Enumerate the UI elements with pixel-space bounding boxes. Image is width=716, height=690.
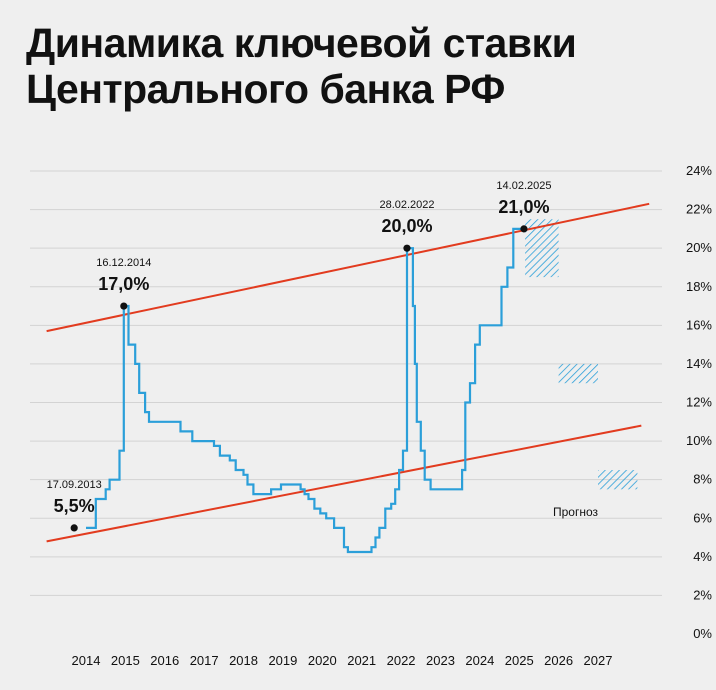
y-tick-label: 20%: [686, 240, 712, 255]
key-rate-line: [86, 227, 524, 554]
y-tick-label: 14%: [686, 356, 712, 371]
annotation-value: 5,5%: [54, 496, 95, 516]
y-tick-label: 0%: [693, 626, 712, 641]
x-tick-label: 2016: [150, 653, 179, 668]
y-tick-label: 6%: [693, 510, 712, 525]
annotation-value: 17,0%: [98, 274, 149, 294]
y-tick-label: 2%: [693, 587, 712, 602]
chart-title: Динамика ключевой ставки Центрального ба…: [26, 20, 666, 112]
annotation-point: [403, 244, 411, 252]
y-tick-label: 22%: [686, 202, 712, 217]
annotation-point: [70, 524, 78, 532]
y-axis-labels: 0% 2% 4% 6% 8% 10% 12% 14% 16% 18% 20% 22% 24%: [686, 163, 712, 641]
annotation-date: 16.12.2014: [96, 257, 151, 269]
y-tick-label: 16%: [686, 317, 712, 332]
trend-lines: [46, 202, 650, 543]
forecast-ranges: [525, 219, 638, 490]
x-tick-label: 2023: [426, 653, 455, 668]
annotation-point: [120, 302, 128, 310]
forecast-range: [525, 219, 559, 278]
x-tick-label: 2027: [584, 653, 613, 668]
x-tick-label: 2017: [190, 653, 219, 668]
trend-line: [46, 424, 642, 543]
x-tick-label: 2020: [308, 653, 337, 668]
annotation-date: 17.09.2013: [47, 479, 102, 491]
y-tick-label: 12%: [686, 395, 712, 410]
series-layer: [86, 227, 524, 554]
annotation-value: 20,0%: [381, 216, 432, 236]
x-tick-label: 2026: [544, 653, 573, 668]
forecast-label: Прогноз: [553, 505, 599, 519]
x-tick-label: 2019: [268, 653, 297, 668]
y-tick-label: 10%: [686, 433, 712, 448]
chart-title-line-1: Динамика ключевой ставки: [26, 20, 577, 66]
annotation-point: [520, 225, 528, 233]
y-tick-label: 8%: [693, 472, 712, 487]
x-tick-label: 2022: [387, 653, 416, 668]
annotation-points: [70, 225, 528, 532]
annotation-date: 14.02.2025: [496, 180, 551, 192]
forecast-range: [558, 363, 598, 384]
chart-title-line-2: Центрального банка РФ: [26, 66, 505, 112]
x-axis-labels: 2014 2015 2016 2017 2018 2019 2020 2021 2022 2023…: [72, 653, 613, 668]
x-tick-label: 2018: [229, 653, 258, 668]
annotation-date: 28.02.2022: [379, 199, 434, 211]
x-tick-label: 2024: [465, 653, 494, 668]
grid-lines: [30, 170, 662, 596]
x-tick-label: 2014: [72, 653, 101, 668]
annotation-value: 21,0%: [498, 197, 549, 217]
forecast-range: [598, 470, 638, 490]
y-tick-label: 24%: [686, 163, 712, 178]
x-tick-label: 2021: [347, 653, 376, 668]
y-tick-label: 18%: [686, 279, 712, 294]
x-tick-label: 2025: [505, 653, 534, 668]
trend-line: [46, 202, 650, 333]
y-tick-label: 4%: [693, 549, 712, 564]
annotation-labels: 17.09.2013 5,5% 16.12.2014 17,0% 28.02.2022 2…: [47, 180, 552, 516]
x-tick-label: 2015: [111, 653, 140, 668]
